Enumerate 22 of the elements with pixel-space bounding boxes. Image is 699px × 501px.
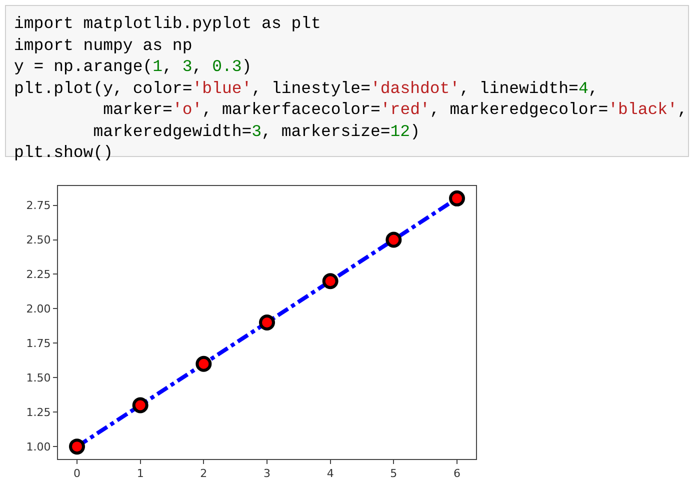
text: import matplotlib.pyplot as plt: [14, 13, 322, 34]
y-tick-label: 2.00: [26, 302, 51, 316]
y-tick-label: 2.50: [26, 234, 51, 247]
text: y = np.arange(1, 3, 0.3): [14, 56, 253, 78]
x-tick-label: 0: [74, 467, 80, 480]
y-tick-label: 2.75: [26, 199, 51, 212]
x-tick-label: 3: [264, 467, 270, 480]
x-tick-label: 4: [326, 467, 334, 480]
y-tick-label: 1.00: [26, 440, 51, 454]
text: markeredgewidth=3, markersize=12): [92, 120, 421, 142]
text: marker='o', markerfacecolor='red', markeredgecolor='black',: [102, 99, 688, 120]
y-tick-label: 2.25: [26, 268, 51, 282]
y-tick-label: 1.75: [26, 337, 51, 350]
x-tick-label: 1: [136, 467, 144, 480]
text: plt.plot(y, color='blue', linestyle='dashdot', linewidth=4,: [14, 78, 600, 99]
x-tick-label: 6: [454, 467, 460, 480]
x-tick-label: 5: [390, 467, 398, 480]
text: import numpy as np: [14, 34, 194, 56]
text: plt.show(): [14, 142, 114, 164]
y-tick-label: 1.50: [26, 372, 51, 384]
y-tick-label: 1.25: [26, 406, 51, 419]
x-tick-label: 2: [200, 467, 208, 480]
